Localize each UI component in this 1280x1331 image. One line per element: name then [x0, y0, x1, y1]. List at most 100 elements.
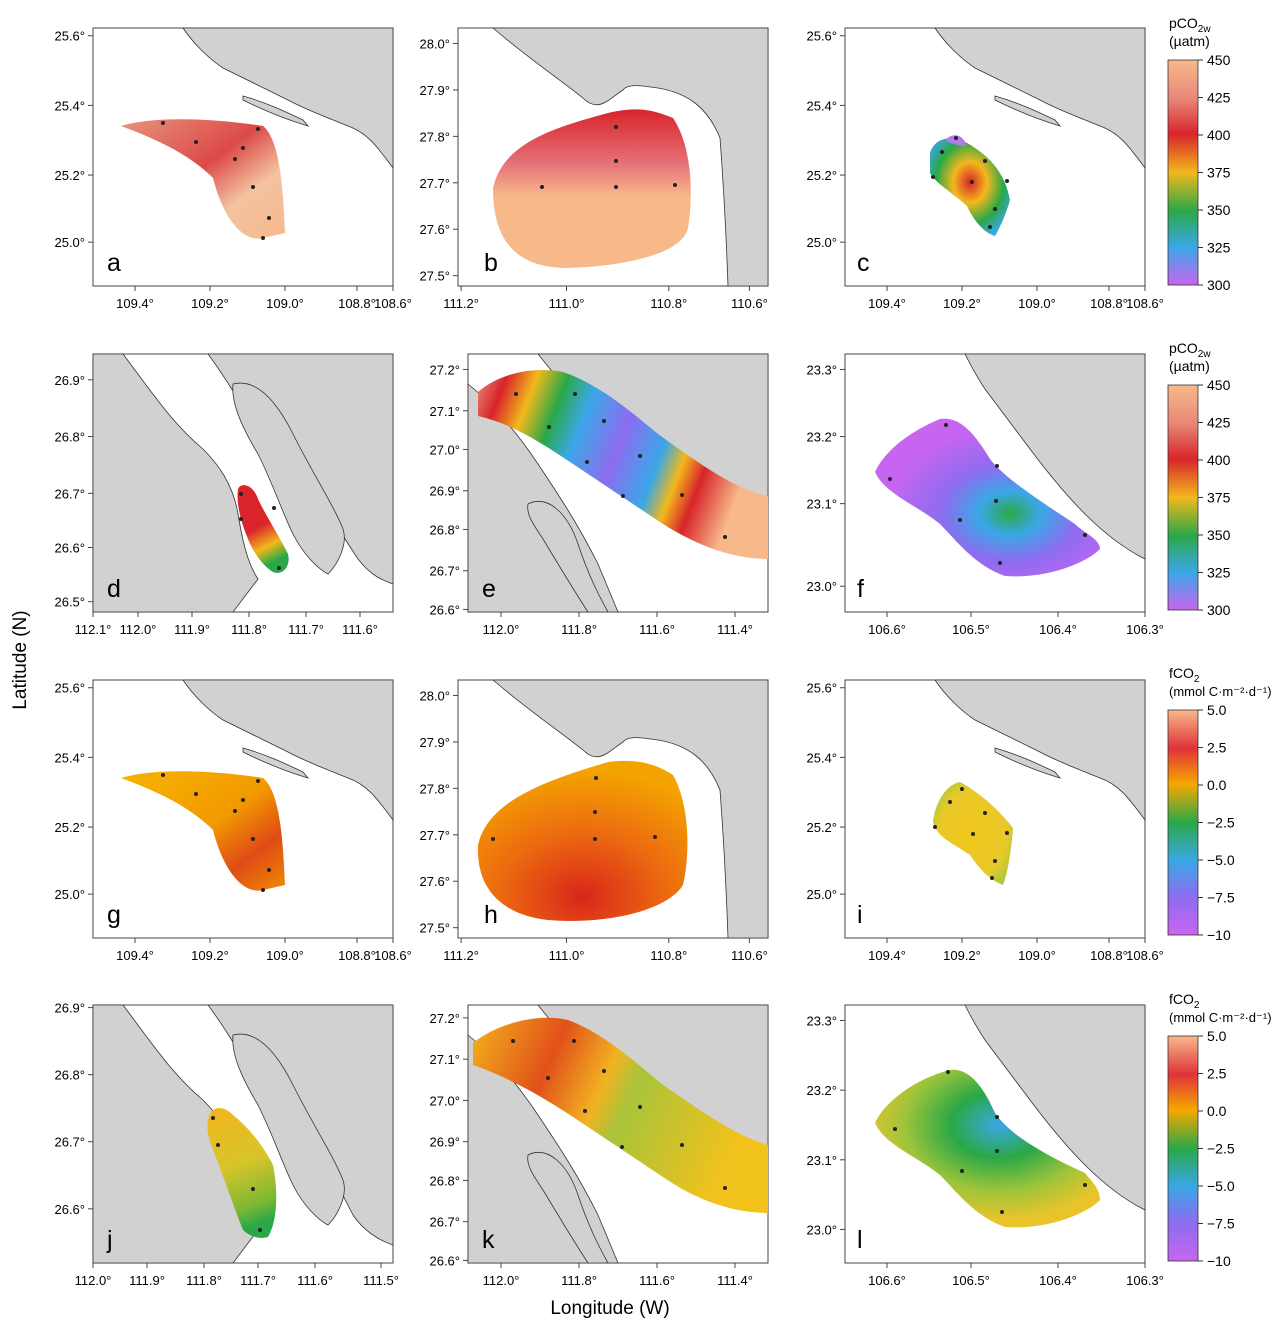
x-tick-label: 111.8°	[231, 622, 267, 637]
y-tick-label: 26.7°	[54, 486, 85, 501]
x-tick-label: 106.6°	[868, 622, 906, 637]
y-tick-label: 26.6°	[54, 1202, 85, 1217]
x-tick-label: 106.6°	[868, 1273, 906, 1288]
colorbar-tick-label: 5.0	[1207, 1028, 1227, 1044]
land-l	[964, 1004, 1146, 1211]
y-tick-label: 25.2°	[806, 820, 837, 835]
y-tick-label: 25.4°	[54, 98, 85, 113]
colorbar-4: fCO2 (mmol C·m⁻²·d⁻¹)	[1167, 991, 1272, 1262]
field-h	[477, 760, 688, 921]
y-tick-label: 23.0°	[806, 579, 837, 594]
x-tick-label: 111.2°	[443, 296, 479, 311]
y-tick-label: 27.2°	[429, 1011, 460, 1026]
field-j	[207, 1108, 277, 1238]
x-tick-label: 112.0°	[75, 1273, 112, 1288]
colorbar-1-title: pCO2w	[1169, 15, 1211, 35]
x-tick-label: 106.3°	[1126, 622, 1164, 637]
colorbar-tick-label: 5.0	[1207, 702, 1227, 718]
x-tick-label: 111.6°	[297, 1273, 333, 1288]
y-tick-label: 25.6°	[806, 29, 837, 44]
y-tick-label: 23.0°	[806, 1222, 837, 1237]
y-tick-label: 23.3°	[806, 362, 837, 377]
colorbar-tick-label: 350	[1207, 527, 1231, 543]
panel-label-g: g	[107, 901, 121, 929]
panel-label-e: e	[482, 575, 496, 603]
panel-g: g	[92, 679, 394, 939]
colorbar-tick-label: −5.0	[1207, 1178, 1235, 1194]
y-tick-label: 26.7°	[429, 564, 460, 579]
x-tick-label: 111.0°	[549, 948, 585, 963]
y-tick-label: 26.9°	[429, 1135, 460, 1150]
x-tick-label: 110.6°	[731, 296, 768, 311]
x-tick-label: 112.0°	[483, 622, 520, 637]
x-tick-label: 109.0°	[1018, 948, 1056, 963]
y-tick-label: 25.0°	[54, 235, 85, 250]
colorbar-tick-label: 450	[1207, 377, 1231, 393]
y-tick-label: 27.7°	[419, 176, 450, 191]
y-tick-label: 27.6°	[419, 874, 450, 889]
x-tick-label: 109.4°	[116, 296, 154, 311]
land-f	[964, 353, 1146, 560]
panel-label-l: l	[857, 1226, 863, 1254]
x-tick-label: 109.4°	[868, 948, 906, 963]
x-tick-label: 111.8°	[561, 622, 597, 637]
colorbar-2-unit: (µatm)	[1169, 358, 1210, 374]
colorbar-tick-label: 375	[1207, 490, 1231, 506]
x-tick-label: 106.5°	[952, 1273, 990, 1288]
y-tick-label: 25.4°	[806, 98, 837, 113]
y-tick-label: 27.7°	[419, 828, 450, 843]
colorbar-3-title: fCO2	[1169, 665, 1200, 685]
colorbar-tick-label: 325	[1207, 240, 1231, 256]
y-tick-label: 26.6°	[429, 1253, 460, 1268]
x-tick-label: 112.0°	[120, 622, 157, 637]
panel-a: a	[92, 27, 394, 287]
y-tick-label: 23.1°	[806, 497, 837, 512]
y-tick-label: 26.8°	[429, 522, 460, 537]
y-tick-label: 27.8°	[419, 129, 450, 144]
panel-label-f: f	[857, 575, 864, 603]
y-tick-label: 25.0°	[806, 235, 837, 250]
x-tick-label: 106.3°	[1126, 1273, 1164, 1288]
x-tick-label: 108.8°	[1090, 296, 1128, 311]
panel-i: i	[844, 679, 1146, 939]
y-tick-label: 25.2°	[54, 168, 85, 183]
panel-label-d: d	[107, 575, 121, 603]
x-tick-label: 109.4°	[868, 296, 906, 311]
colorbar-2: pCO2w (µatm)	[1167, 340, 1211, 611]
colorbar-tick-label: 375	[1207, 165, 1231, 181]
x-tick-label: 106.4°	[1039, 622, 1077, 637]
land-i	[934, 679, 1146, 822]
y-tick-label: 27.5°	[419, 269, 450, 284]
x-tick-label: 109.2°	[943, 948, 981, 963]
panel-j: j	[92, 1004, 394, 1264]
y-tick-label: 26.8°	[54, 1068, 85, 1083]
y-tick-label: 28.0°	[419, 36, 450, 51]
y-tick-label: 26.7°	[429, 1215, 460, 1230]
x-tick-label: 111.4°	[717, 622, 753, 637]
colorbar-3: fCO2 (mmol C·m⁻²·d⁻¹)	[1167, 665, 1272, 936]
field-d	[237, 485, 289, 573]
colorbar-tick-label: 425	[1207, 90, 1231, 106]
x-tick-label: 109.0°	[1018, 296, 1056, 311]
colorbar-tick-label: −2.5	[1207, 815, 1235, 831]
x-tick-label: 109.0°	[266, 296, 304, 311]
field-l	[875, 1069, 1100, 1228]
y-tick-label: 25.6°	[54, 681, 85, 696]
panel-label-j: j	[106, 1226, 113, 1254]
panel-b: b	[457, 27, 769, 287]
x-tick-label: 106.5°	[952, 622, 990, 637]
colorbar-tick-label: 2.5	[1207, 1066, 1227, 1082]
x-tick-label: 109.2°	[191, 948, 229, 963]
y-tick-label: 25.2°	[54, 820, 85, 835]
y-tick-label: 25.0°	[806, 887, 837, 902]
y-tick-label: 27.9°	[419, 735, 450, 750]
colorbar-tick-label: 300	[1207, 277, 1231, 293]
colorbar-tick-label: −10	[1207, 1253, 1231, 1269]
x-tick-label: 111.8°	[561, 1273, 597, 1288]
y-tick-label: 27.1°	[429, 404, 460, 419]
x-tick-label: 109.2°	[191, 296, 229, 311]
y-tick-label: 27.8°	[419, 781, 450, 796]
x-tick-label: 108.6°	[1126, 948, 1164, 963]
y-tick-label: 26.9°	[54, 1001, 85, 1016]
panel-label-i: i	[857, 901, 863, 929]
